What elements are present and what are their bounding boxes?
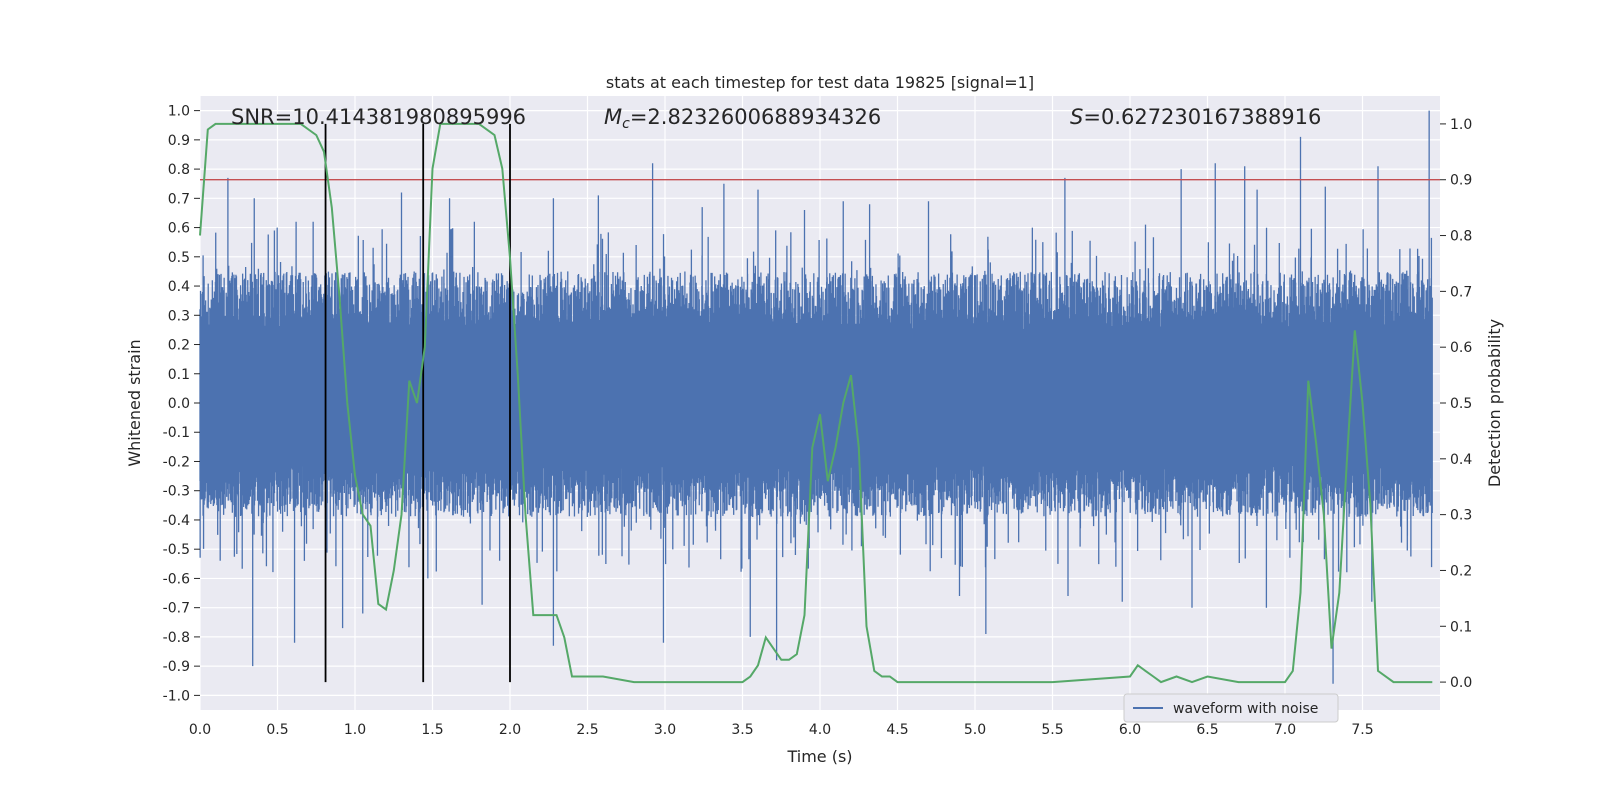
chirp-mass-subscript: c [622,116,630,132]
y-tick-label: 0.2 [168,338,190,354]
y-tick-label: -0.3 [163,484,190,500]
y-axis-right-label: Detection probability [1485,319,1504,487]
x-tick-label: 6.5 [1196,722,1218,738]
y-right-tick-label: 0.5 [1450,396,1472,412]
y-tick-label: 0.8 [168,162,190,178]
legend: waveform with noise [1123,693,1339,723]
x-tick-label: 7.5 [1351,722,1373,738]
y-right-tick-label: 0.2 [1450,563,1472,579]
y-tick-label: 0.5 [168,250,190,266]
x-tick-label: 3.0 [654,722,676,738]
x-tick-label: 0.5 [266,722,288,738]
right-axis-ticks: 1.0 0.9 0.8 0.7 0.6 0.5 0.4 0.3 0.2 0.1 0.0 [1440,117,1472,691]
legend-label: waveform with noise [1173,701,1318,717]
y-tick-label: -0.8 [163,630,190,646]
x-tick-label: 2.5 [576,722,598,738]
left-axis-ticks: 1.0 0.9 0.8 0.7 0.6 0.5 0.4 0.3 0.2 0.1 0.0 -0.1 -0.… [163,104,200,704]
chirp-mass-symbol: M [604,105,622,129]
x-tick-label: 4.5 [886,722,908,738]
x-tick-label: 5.5 [1041,722,1063,738]
y-tick-label: -0.7 [163,601,190,617]
y-tick-label: 0.3 [168,308,190,324]
x-tick-label: 0.0 [189,722,211,738]
waveform-trace [199,110,1433,684]
x-tick-label: 3.5 [731,722,753,738]
x-axis-ticks: 0.0 0.5 1.0 1.5 2.0 2.5 3.0 3.5 4.0 4.5 5.0 5.5 6.0 6… [189,722,1374,738]
y-tick-label: -0.6 [163,571,190,587]
x-tick-label: 2.0 [499,722,521,738]
y-tick-label: -0.2 [163,454,190,470]
x-tick-label: 4.0 [809,722,831,738]
y-right-tick-label: 0.7 [1450,284,1472,300]
s-annotation: S=0.627230167388916 [1070,105,1321,129]
s-symbol: S [1070,105,1083,129]
x-tick-label: 5.0 [964,722,986,738]
y-tick-label: 0.1 [168,367,190,383]
detection-markers [324,123,511,683]
chirp-mass-value: =2.8232600688934326 [630,105,881,129]
x-axis-label: Time (s) [786,747,852,766]
x-tick-label: 1.5 [421,722,443,738]
y-tick-label: 0.7 [168,191,190,207]
y-tick-label: 1.0 [168,104,190,120]
chart-title: stats at each timestep for test data 198… [606,73,1034,92]
legend-box [1123,693,1339,723]
chirp-mass-annotation: Mc=2.8232600688934326 [604,105,881,132]
y-tick-label: -0.9 [163,659,190,675]
y-axis-label: Whitened strain [125,339,144,466]
y-tick-label: 0.0 [168,396,190,412]
y-tick-label: -0.5 [163,542,190,558]
y-tick-label: -1.0 [163,688,190,704]
y-right-tick-label: 0.4 [1450,452,1472,468]
y-right-tick-label: 0.9 [1450,173,1472,189]
y-right-tick-label: 0.0 [1450,675,1472,691]
s-value: =0.627230167388916 [1083,105,1321,129]
x-tick-label: 1.0 [344,722,366,738]
x-tick-label: 7.0 [1274,722,1296,738]
y-right-tick-label: 1.0 [1450,117,1472,133]
snr-annotation: SNR=10.414381980895996 [231,105,526,129]
y-tick-label: -0.1 [163,425,190,441]
y-tick-label: 0.6 [168,221,190,237]
detection-probability-line [199,122,1433,684]
x-tick-label: 6.0 [1119,722,1141,738]
y-right-tick-label: 0.3 [1450,508,1472,524]
y-tick-label: 0.4 [168,279,190,295]
y-tick-label: 0.9 [168,133,190,149]
y-right-tick-label: 0.6 [1450,340,1472,356]
y-tick-label: -0.4 [163,513,190,529]
y-right-tick-label: 0.8 [1450,229,1472,245]
y-right-tick-label: 0.1 [1450,619,1472,635]
